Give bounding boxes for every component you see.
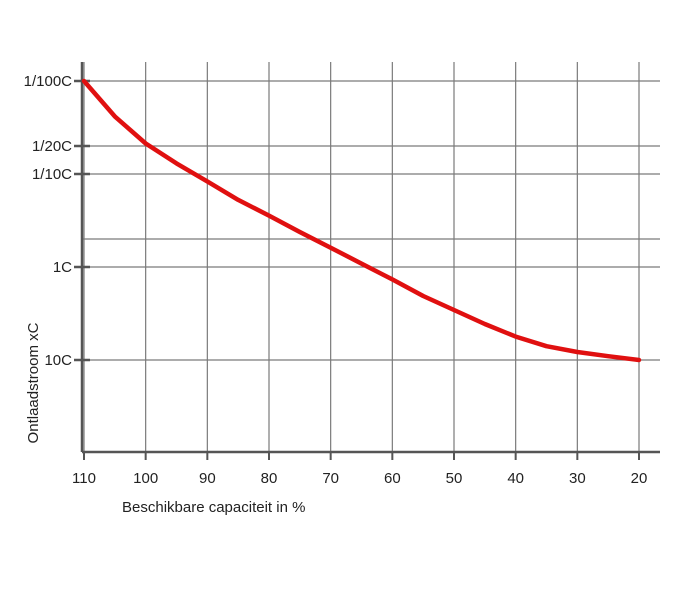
y-tick-label: 1/100C bbox=[24, 73, 73, 90]
y-tick-label: 10C bbox=[44, 352, 72, 369]
x-tick-label: 70 bbox=[322, 470, 339, 487]
y-axis-label: Ontlaadstroom xC bbox=[25, 322, 42, 443]
y-tick-label: 1/10C bbox=[32, 166, 72, 183]
x-tick-label: 20 bbox=[631, 470, 648, 487]
x-tick-label: 50 bbox=[446, 470, 463, 487]
x-tick-label: 80 bbox=[261, 470, 278, 487]
x-tick-label: 90 bbox=[199, 470, 216, 487]
y-tick-label: 1C bbox=[53, 259, 72, 276]
x-tick-label: 40 bbox=[507, 470, 524, 487]
x-tick-label: 100 bbox=[133, 470, 158, 487]
series-group bbox=[81, 78, 642, 363]
y-tick-label: 1/20C bbox=[32, 138, 72, 155]
x-tick-label: 30 bbox=[569, 470, 586, 487]
x-tick-label: 60 bbox=[384, 470, 401, 487]
ticks: 110 100 90 80 70 60 50 40 30 20 1/100C 1/20C 1/10C 1C… bbox=[24, 73, 648, 487]
series-line bbox=[81, 78, 642, 363]
x-axis-label: Beschikbare capaciteit in % bbox=[122, 499, 305, 516]
x-tick-label: 110 bbox=[72, 470, 96, 487]
axes bbox=[80, 62, 660, 454]
grid bbox=[82, 62, 660, 452]
